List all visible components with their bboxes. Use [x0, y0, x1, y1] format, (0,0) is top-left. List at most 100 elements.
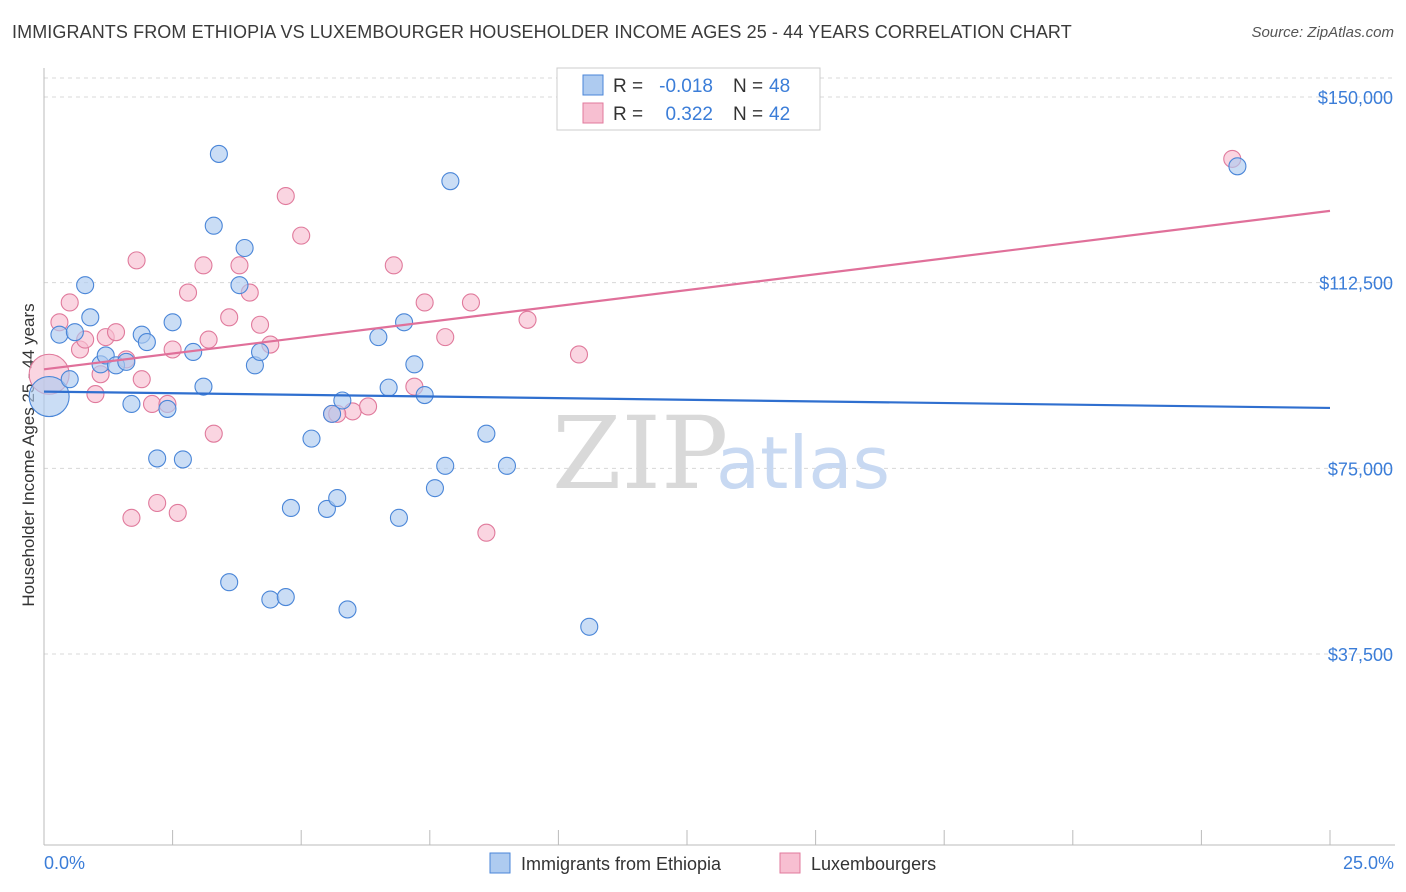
data-point: [163, 340, 182, 359]
data-point: [369, 328, 388, 347]
trend-line-ethiopia: [43, 390, 1331, 410]
data-point: [415, 386, 434, 405]
source-label: Source: ZipAtlas.com: [1251, 24, 1394, 41]
data-point: [302, 429, 321, 448]
legend-r-value-ethiopia: -0.018: [659, 76, 713, 97]
legend-r-label-ethiopia: R =: [613, 76, 643, 97]
data-point: [384, 256, 403, 275]
data-point: [477, 523, 496, 542]
watermark-atlas: atlas: [716, 421, 890, 505]
data-point: [220, 573, 239, 592]
data-point: [60, 370, 79, 389]
legend-n-label-ethiopia: N =: [733, 76, 763, 97]
x-tick-label-min: 0.0%: [44, 853, 85, 873]
data-point: [194, 256, 213, 275]
data-point: [220, 308, 239, 327]
data-point: [127, 251, 146, 270]
data-point: [261, 590, 280, 609]
legend-r-value-luxembourgers: 0.322: [665, 104, 713, 125]
x-axis-ticks: [43, 830, 1331, 845]
data-point: [281, 498, 300, 517]
data-point: [389, 508, 408, 527]
bottom-legend-label-ethiopia: Immigrants from Ethiopia: [521, 854, 722, 874]
y-tick-labels: $150,000 $112,500 $75,000 $37,500: [1318, 88, 1393, 665]
data-point: [117, 352, 136, 371]
data-point: [60, 293, 79, 312]
data-point: [137, 333, 156, 352]
data-point: [209, 144, 228, 163]
data-point: [132, 370, 151, 389]
data-point: [250, 342, 270, 362]
data-point: [569, 345, 589, 364]
data-point: [276, 186, 295, 206]
data-point: [199, 330, 218, 349]
data-point: [204, 424, 223, 443]
legend-swatch-ethiopia: [582, 74, 604, 96]
data-point: [436, 328, 455, 347]
data-point: [122, 508, 141, 527]
data-point: [148, 449, 167, 468]
bottom-legend-label-luxembourgers: Luxembourgers: [811, 854, 936, 874]
legend-r-label-luxembourgers: R =: [613, 104, 643, 125]
bottom-legend-swatch-ethiopia: [489, 852, 511, 874]
legend-n-value-ethiopia: 48: [769, 76, 790, 97]
data-point: [323, 404, 342, 423]
data-point: [168, 503, 187, 522]
y-tick-label: $150,000: [1318, 88, 1393, 108]
series-ethiopia-points: [28, 144, 1247, 636]
data-point: [65, 323, 84, 342]
data-point: [86, 385, 105, 404]
trend-line-luxembourgers: [43, 209, 1331, 371]
data-point: [122, 394, 141, 414]
data-point: [1228, 157, 1247, 176]
data-point: [173, 450, 192, 469]
data-point: [477, 424, 496, 443]
data-point: [230, 256, 249, 275]
legend-swatch-luxembourgers: [582, 102, 604, 124]
data-point: [497, 456, 517, 475]
bottom-legend-swatch-luxembourgers: [779, 852, 801, 874]
data-point: [81, 308, 100, 327]
data-point: [461, 293, 481, 312]
chart-title: IMMIGRANTS FROM ETHIOPIA VS LUXEMBOURGER…: [12, 22, 1072, 42]
data-point: [580, 617, 599, 636]
y-tick-label: $75,000: [1328, 459, 1393, 479]
y-axis-label: Householder Income Ages 25 - 44 years: [19, 303, 38, 606]
series-legend: Immigrants from Ethiopia Luxembourgers: [489, 852, 936, 874]
data-point: [425, 479, 444, 498]
data-point: [163, 313, 182, 332]
data-point: [194, 377, 213, 396]
y-tick-label: $112,500: [1319, 274, 1393, 294]
data-point: [328, 488, 347, 508]
data-point: [518, 310, 537, 329]
data-point: [436, 456, 455, 475]
data-point: [50, 325, 69, 344]
watermark-zip: ZIP: [552, 395, 728, 512]
x-tick-label-max: 25.0%: [1343, 853, 1394, 873]
data-point: [379, 378, 398, 397]
stats-legend: R = -0.018 N = 48 R = 0.322 N = 42: [556, 67, 821, 131]
data-point: [395, 313, 414, 332]
data-point: [250, 315, 270, 334]
data-point: [415, 293, 434, 312]
data-point: [148, 493, 167, 513]
data-point: [235, 238, 254, 258]
data-point: [28, 375, 70, 418]
data-point: [158, 399, 177, 418]
data-point: [106, 323, 126, 342]
data-point: [142, 394, 162, 414]
data-point: [230, 276, 249, 295]
legend-n-label-luxembourgers: N =: [733, 104, 763, 125]
data-point: [204, 216, 223, 235]
data-point: [292, 226, 311, 245]
data-point: [178, 283, 198, 302]
data-point: [405, 355, 424, 374]
data-point: [276, 588, 295, 607]
data-point: [359, 397, 378, 416]
y-tick-label: $37,500: [1328, 645, 1393, 665]
data-point: [338, 600, 357, 619]
data-point: [76, 276, 95, 295]
legend-n-value-luxembourgers: 42: [769, 104, 790, 125]
data-point: [441, 172, 460, 191]
